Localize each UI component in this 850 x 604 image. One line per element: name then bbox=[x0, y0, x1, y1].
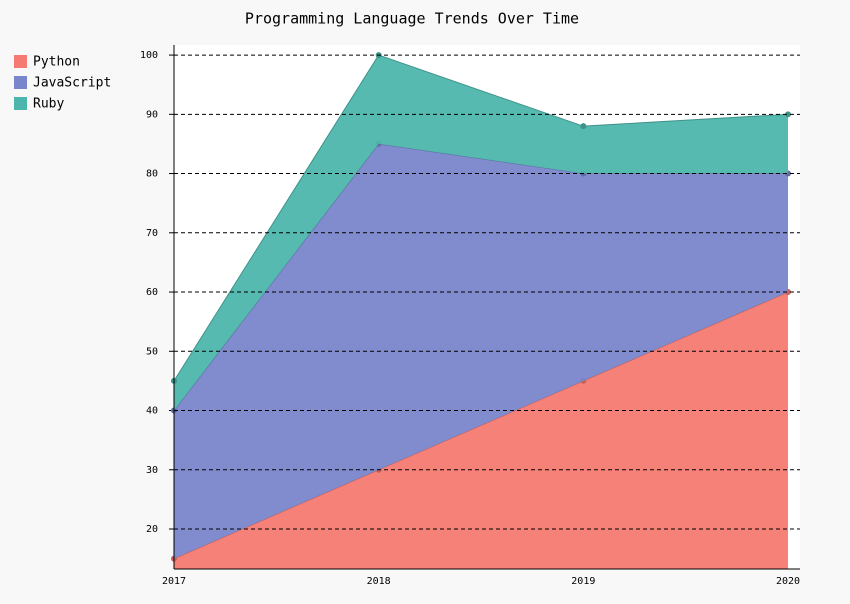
x-tick-label: 2017 bbox=[162, 576, 186, 587]
area bbox=[174, 143, 788, 559]
legend-label: Python bbox=[33, 55, 80, 70]
point bbox=[785, 111, 791, 118]
x-tick-label: 2020 bbox=[776, 576, 800, 587]
chart-title: Programming Language Trends Over Time bbox=[245, 10, 579, 28]
y-tick-label: 30 bbox=[146, 465, 158, 476]
x-tick-label: 2018 bbox=[367, 576, 391, 587]
y-tick-label: 90 bbox=[146, 109, 158, 120]
x-tick-label: 2019 bbox=[571, 576, 595, 587]
area bbox=[174, 292, 788, 569]
y-tick-label: 60 bbox=[146, 287, 158, 298]
y-tick-label: 50 bbox=[146, 346, 158, 357]
area-line bbox=[173, 54, 789, 382]
y-tick-label: 100 bbox=[140, 50, 158, 61]
legend-label: Ruby bbox=[33, 97, 64, 112]
y-tick-label: 40 bbox=[146, 406, 158, 417]
legend-swatch bbox=[14, 97, 27, 110]
legend-label: JavaScript bbox=[33, 76, 111, 91]
area bbox=[174, 55, 788, 411]
y-tick-label: 20 bbox=[146, 524, 158, 535]
legend-swatch bbox=[14, 55, 27, 68]
y-tick-label: 80 bbox=[146, 169, 158, 180]
point bbox=[580, 123, 587, 130]
legend-swatch bbox=[14, 76, 27, 89]
y-tick-label: 70 bbox=[146, 228, 158, 239]
